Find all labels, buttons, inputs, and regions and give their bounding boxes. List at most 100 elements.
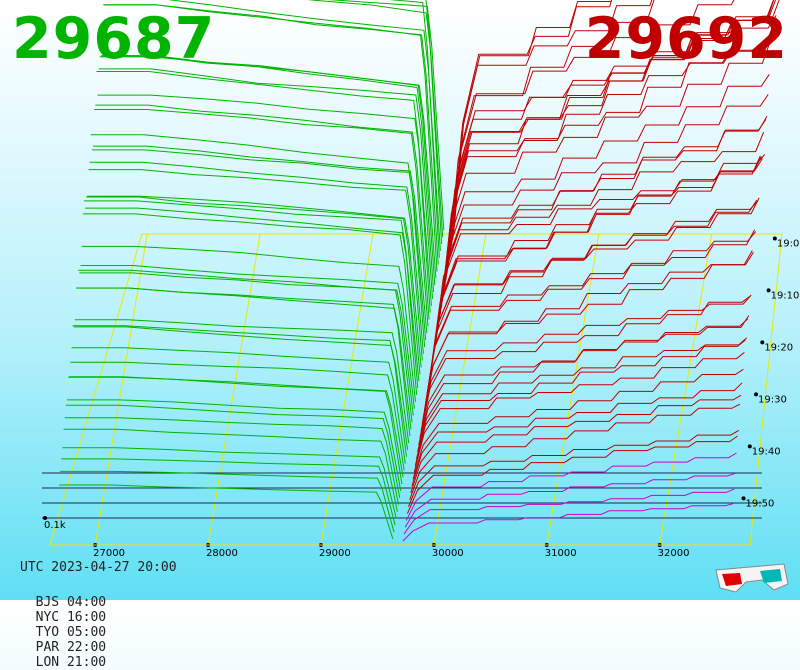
bid-depth-line xyxy=(62,447,397,519)
time-tick-marker xyxy=(747,444,752,449)
ask-depth-line xyxy=(402,503,734,542)
bid-depth-line xyxy=(59,484,394,540)
price-gridline xyxy=(94,233,148,546)
ask-depth-line xyxy=(420,294,752,432)
ask-depth-line xyxy=(440,28,773,308)
ask-depth-line xyxy=(445,15,777,281)
bid-depth-line xyxy=(306,0,444,238)
price-gridline xyxy=(546,233,600,546)
ask-depth-line xyxy=(429,155,761,377)
ask-depth-line xyxy=(409,403,741,500)
bid-depth-line xyxy=(61,458,396,526)
ask-depth-line xyxy=(408,429,739,507)
depth-chart-3d: 27000 28000 29000 30000 31000 32000 19:00 19:10… xyxy=(42,0,800,559)
ask-depth-line xyxy=(422,252,754,418)
bid-depth-line xyxy=(327,0,445,231)
price-tick-label: 28000 xyxy=(206,548,238,559)
ask-depth-line xyxy=(437,94,769,329)
ask-depth-line xyxy=(406,435,738,514)
ask-depth-line xyxy=(413,352,745,473)
price-gridline xyxy=(207,233,261,546)
price-tick-label: 29000 xyxy=(319,548,351,559)
price-gridline xyxy=(659,233,713,546)
bid-depth-line xyxy=(104,4,439,265)
bid-depth-line xyxy=(388,0,440,258)
ask-depth-line xyxy=(404,472,736,528)
timezone-par: PAR 22:00 xyxy=(35,640,107,655)
time-tick-marker xyxy=(772,236,777,241)
ask-depth-line xyxy=(411,382,743,487)
bid-depth-line xyxy=(82,213,418,395)
ask-depth-line xyxy=(412,368,744,480)
ask-depth-line xyxy=(410,394,742,494)
time-tick-label: 19:40 xyxy=(752,446,781,457)
ask-depth-line xyxy=(446,0,777,274)
bid-depth-line xyxy=(76,287,411,437)
time-tick-marker xyxy=(741,496,746,501)
ask-depth-line xyxy=(448,0,780,260)
ask-depth-line xyxy=(439,40,771,315)
bid-depth-line xyxy=(74,319,410,444)
ask-depth-line xyxy=(453,0,613,233)
time-tick-marker xyxy=(754,392,759,397)
ask-depth-line xyxy=(405,452,737,521)
bid-price: 29687 xyxy=(12,6,216,72)
bid-depth-line xyxy=(81,245,416,402)
bid-depth-line xyxy=(77,287,412,430)
ask-depth-line xyxy=(423,229,756,411)
timezone-tyo: TYO 05:00 xyxy=(35,625,107,640)
bid-depth-line xyxy=(102,55,437,279)
bid-depth-line xyxy=(64,417,399,505)
ask-depth-line xyxy=(452,0,613,240)
bid-depth-line xyxy=(90,134,426,347)
price-tick-label: 30000 xyxy=(432,548,464,559)
utc-clock: UTC 2023-04-27 20:00 xyxy=(20,560,177,575)
bid-depth-line xyxy=(87,195,422,368)
bid-depth-line xyxy=(79,272,414,416)
ask-depth-line xyxy=(425,231,757,404)
bid-depth-line xyxy=(85,207,420,382)
ask-depth-line xyxy=(438,74,770,322)
price-tick-label: 32000 xyxy=(658,548,690,559)
bid-depth-line xyxy=(167,0,441,251)
bid-depth-line xyxy=(60,470,395,533)
bid-depth-line xyxy=(65,404,401,498)
ask-depth-line xyxy=(447,0,655,267)
ask-depth-line xyxy=(449,0,735,253)
time-tick-marker xyxy=(760,340,765,345)
bid-depth-line xyxy=(95,104,430,320)
bid-depth-line xyxy=(88,169,423,361)
bid-depth-line xyxy=(63,428,398,512)
bid-depth-line xyxy=(73,326,409,450)
3d-glasses-icon[interactable] xyxy=(712,560,792,596)
price-gridline xyxy=(433,233,487,546)
ask-depth-line xyxy=(442,34,774,301)
timezone-row: BJS 04:00 NYC 16:00 TYO 05:00 PAR 22:00 … xyxy=(20,580,134,670)
ask-depth-line xyxy=(443,0,774,295)
depth-tick-marker xyxy=(43,516,47,520)
bid-depth-line xyxy=(89,161,424,354)
bid-depth-line xyxy=(86,196,421,375)
time-tick-label: 19:20 xyxy=(764,342,793,353)
time-tick-label: 19:00 xyxy=(777,238,800,249)
bid-depth-line xyxy=(72,325,407,457)
timezone-lon: LON 21:00 xyxy=(35,655,107,670)
ask-depth-line xyxy=(416,337,748,459)
depth-tick-label: 0.1k xyxy=(44,520,66,531)
bid-depth-line xyxy=(80,265,415,409)
ask-depth-lines xyxy=(402,0,780,542)
ask-depth-line xyxy=(428,197,760,384)
bid-depth-line xyxy=(67,399,402,492)
timezone-bjs: BJS 04:00 xyxy=(35,595,107,610)
time-tick-label: 19:50 xyxy=(746,498,775,509)
ask-depth-line xyxy=(426,199,758,397)
bid-depth-line xyxy=(71,347,406,464)
time-tick-marker xyxy=(766,288,771,293)
ask-depth-line xyxy=(435,119,767,343)
ask-depth-line xyxy=(434,154,766,349)
bid-depth-line xyxy=(94,109,429,327)
chart-axes: 27000 28000 29000 30000 31000 32000 19:00 19:10… xyxy=(43,236,800,559)
bid-depth-line xyxy=(425,0,443,245)
bid-depth-line xyxy=(68,376,403,485)
bid-depth-line xyxy=(103,4,438,272)
